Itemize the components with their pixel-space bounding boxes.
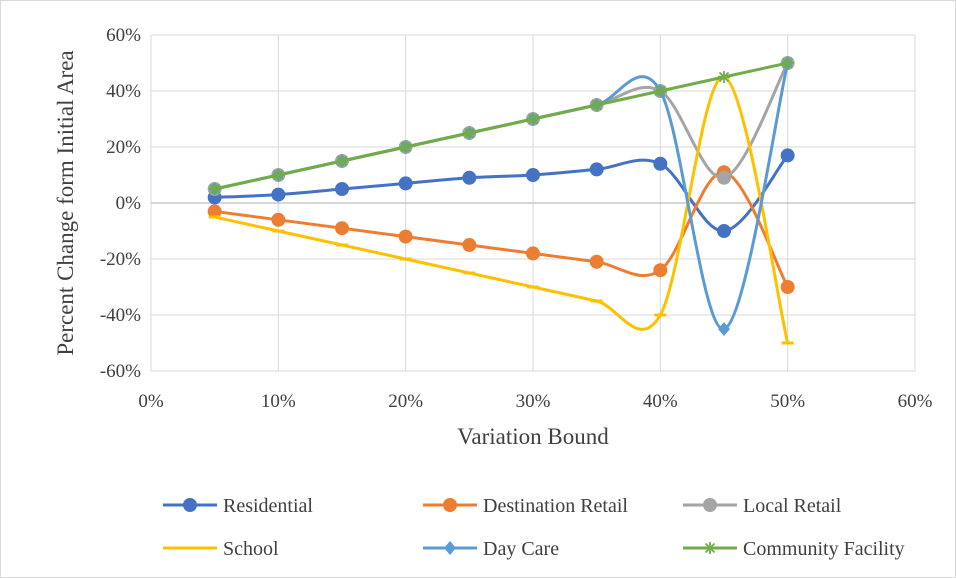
community-facility-point <box>336 155 348 167</box>
destination-retail-point <box>398 229 413 244</box>
community-facility-point <box>718 71 730 83</box>
residential-point <box>653 156 668 171</box>
y-tick-label: -20% <box>100 249 141 270</box>
x-tick-label: 20% <box>388 391 423 412</box>
legend-label: Residential <box>223 495 313 517</box>
residential-point <box>589 162 604 177</box>
series-community-facility <box>208 57 794 195</box>
day-care-point <box>718 322 730 336</box>
destination-retail-point <box>526 246 540 261</box>
legend: Residential Destination Retail Local Retai… <box>163 495 905 560</box>
x-tick-label: 50% <box>770 391 805 412</box>
destination-retail-point <box>589 254 604 269</box>
destination-retail-point <box>780 280 795 294</box>
destination-retail-point <box>462 238 477 252</box>
residential-point <box>780 148 795 163</box>
y-tick-label: -60% <box>100 361 141 382</box>
residential-point <box>271 187 286 202</box>
community-facility-point <box>590 99 603 111</box>
legend-community-facility-point <box>704 542 716 554</box>
series-group <box>207 56 795 345</box>
destination-retail-point <box>335 221 349 236</box>
series-residential <box>207 148 795 238</box>
residential-point <box>526 168 540 182</box>
legend-destination-retail-point <box>443 498 457 512</box>
legend-residential-point <box>183 498 197 512</box>
x-tick-label: 60% <box>898 391 933 412</box>
legend-item-community-facility: Community Facility <box>683 538 905 560</box>
y-tick-label: 40% <box>106 81 141 102</box>
legend-label: Local Retail <box>743 495 842 517</box>
legend-label: Day Care <box>483 538 559 560</box>
community-facility-line <box>213 61 790 191</box>
tick-labels: 60% 40% 20% 0% -20% -40% -60% 0% 10% 20% 30% 40% 50%… <box>100 25 933 412</box>
destination-retail-line <box>213 170 790 289</box>
community-facility-point <box>654 85 667 97</box>
legend-item-school: School <box>163 538 279 560</box>
x-tick-label: 30% <box>516 391 551 412</box>
destination-retail-point <box>653 263 668 278</box>
legend-label: Community Facility <box>743 538 905 560</box>
legend-label: School <box>223 538 279 560</box>
community-facility-point <box>527 113 539 125</box>
legend-item-destination-retail: Destination Retail <box>423 495 628 517</box>
x-axis-title: Variation Bound <box>457 424 609 449</box>
x-tick-label: 40% <box>643 391 678 412</box>
y-tick-label: 20% <box>106 137 141 158</box>
legend-item-local-retail: Local Retail <box>683 495 842 517</box>
legend-item-residential: Residential <box>163 495 313 517</box>
legend-day-care-point <box>444 541 456 555</box>
community-facility-point <box>463 127 476 139</box>
y-tick-label: 0% <box>116 193 142 214</box>
x-tick-label: 10% <box>261 391 296 412</box>
community-facility-point <box>781 57 794 69</box>
y-tick-label: -40% <box>100 305 141 326</box>
legend-label: Destination Retail <box>483 495 628 517</box>
y-axis-title: Percent Change form Initial Area <box>53 50 78 355</box>
residential-point <box>462 170 477 185</box>
local-retail-point <box>717 170 731 185</box>
x-tick-label: 0% <box>138 391 164 412</box>
destination-retail-point <box>271 212 286 227</box>
y-tick-label: 60% <box>106 25 141 46</box>
community-facility-point <box>208 183 221 195</box>
community-facility-point <box>399 141 412 153</box>
legend-local-retail-point <box>703 498 717 512</box>
community-facility-point <box>272 169 285 181</box>
legend-item-day-care: Day Care <box>423 538 559 560</box>
residential-point <box>717 224 731 238</box>
residential-point <box>335 182 349 196</box>
residential-point <box>398 176 413 191</box>
